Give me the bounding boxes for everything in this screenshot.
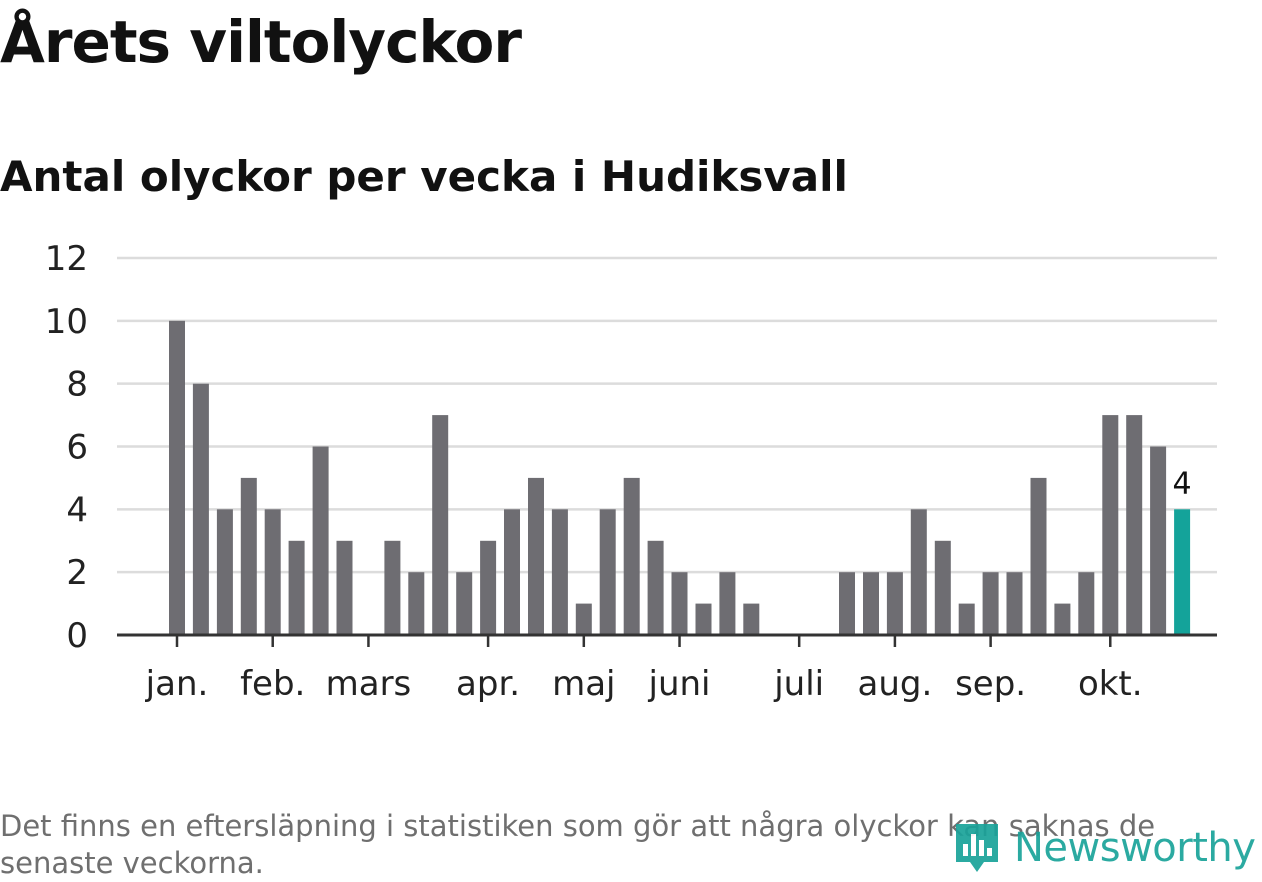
bar <box>647 540 664 636</box>
bar <box>504 509 520 635</box>
y-tick-label: 6 <box>66 428 88 468</box>
bar <box>1126 415 1143 635</box>
bar <box>264 509 281 635</box>
data-labels: 4 <box>1173 466 1192 501</box>
x-tick-label: juli <box>773 664 824 704</box>
bar <box>1078 572 1095 635</box>
bar <box>240 477 257 635</box>
y-axis-ticks: 0 2 4 6 8 10 12 <box>45 239 88 656</box>
x-tick-label: maj <box>552 664 615 704</box>
bar <box>1150 446 1167 635</box>
y-tick-label: 8 <box>66 365 88 405</box>
bar <box>456 572 473 635</box>
bar <box>408 572 425 635</box>
bars <box>169 320 1191 636</box>
y-tick-label: 4 <box>66 490 88 530</box>
x-tick-label: juni <box>648 664 711 704</box>
x-axis-ticks: jan. feb. mars apr. maj juni juli aug. sep. okt. <box>145 635 1143 704</box>
bar <box>1054 603 1071 635</box>
highlight-data-label: 4 <box>1173 466 1192 501</box>
bar <box>432 415 449 635</box>
chart-subtitle: Antal olyckor per vecka i Hudiksvall <box>0 152 848 201</box>
bar <box>719 572 736 635</box>
x-tick-label: feb. <box>240 664 305 704</box>
bar <box>934 540 951 636</box>
bar <box>982 572 999 635</box>
bar <box>863 572 879 635</box>
bar <box>599 509 616 635</box>
brand-logo: Newsworthy <box>952 818 1256 878</box>
bar <box>575 603 592 635</box>
bar <box>551 509 568 635</box>
chart-title: Årets viltolyckor <box>0 8 522 76</box>
bar <box>192 383 209 635</box>
bar <box>839 572 855 635</box>
brand-name: Newsworthy <box>1014 825 1256 871</box>
bar-highlight <box>1174 509 1191 635</box>
y-tick-label: 10 <box>45 302 88 342</box>
x-tick-label: okt. <box>1078 664 1143 704</box>
bar <box>695 603 712 635</box>
bar <box>743 603 760 635</box>
bar <box>1006 572 1023 635</box>
x-tick-label: aug. <box>858 664 933 704</box>
x-tick-label: jan. <box>145 664 209 704</box>
y-tick-label: 0 <box>66 616 88 656</box>
x-tick-label: apr. <box>456 664 520 704</box>
bar <box>886 572 903 635</box>
bar <box>1030 477 1047 635</box>
bar <box>384 540 401 636</box>
gridlines <box>117 256 1217 574</box>
bar <box>480 540 497 636</box>
bar <box>216 509 233 635</box>
bar <box>958 603 975 635</box>
bar <box>671 572 688 635</box>
x-tick-label: mars <box>326 664 412 704</box>
bar <box>312 446 329 635</box>
bar <box>169 320 185 635</box>
bar <box>910 509 927 635</box>
bar <box>623 477 640 635</box>
newsworthy-chart-icon <box>956 824 998 872</box>
y-tick-label: 12 <box>45 239 88 279</box>
bar <box>528 477 544 635</box>
bar <box>288 540 305 636</box>
y-tick-label: 2 <box>66 553 88 593</box>
bar <box>1102 415 1119 635</box>
bar <box>336 540 353 636</box>
x-tick-label: sep. <box>955 664 1026 704</box>
